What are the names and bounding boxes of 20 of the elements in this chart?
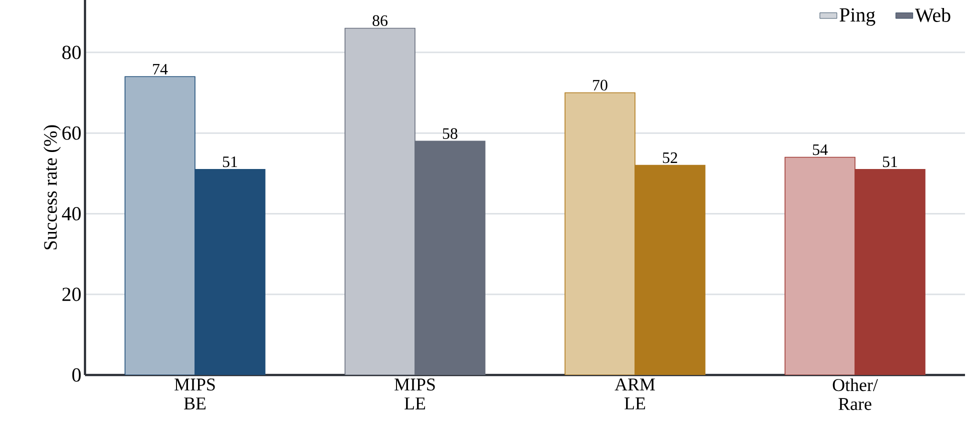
x-tick-label: MIPS BE [174,378,215,410]
y-axis-title: Success rate (%) [44,125,61,250]
data-label: 70 [593,80,608,91]
x-tick-label: Other/ Rare [832,378,878,410]
legend-label: Web [915,8,950,22]
x-tick-label: MIPS LE [394,378,435,410]
legend-label: Ping [840,8,876,26]
data-label: 74 [153,64,168,74]
y-tick-label: 40 [62,206,81,220]
data-label: 52 [662,152,678,164]
data-label: 58 [442,128,458,139]
y-tick-label: 0 [72,368,81,382]
data-label: 51 [222,156,238,168]
y-tick-label: 20 [62,288,81,302]
y-tick-label: 60 [62,126,81,140]
data-label: 51 [882,156,898,168]
data-label: 54 [812,144,828,156]
x-tick-label: ARM LE [614,378,655,410]
y-tick-label: 80 [62,46,81,60]
data-label: 86 [372,15,388,26]
